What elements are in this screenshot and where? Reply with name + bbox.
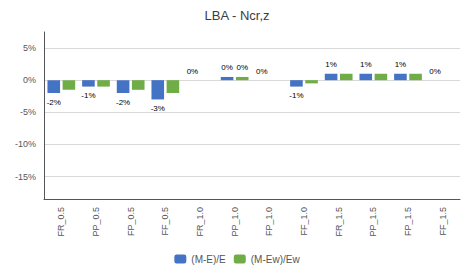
svg-text:-2%: -2% [116, 98, 130, 107]
svg-text:(M-Ew)/Ew: (M-Ew)/Ew [251, 254, 301, 265]
svg-text:1%: 1% [325, 60, 337, 69]
svg-text:(M-E)/E: (M-E)/E [191, 254, 226, 265]
svg-text:0%: 0% [187, 67, 199, 76]
svg-text:LBA - Ncr,z: LBA - Ncr,z [204, 8, 269, 23]
svg-text:FR_1.5: FR_1.5 [334, 207, 344, 237]
svg-text:-5%: -5% [20, 107, 36, 117]
svg-text:-2%: -2% [47, 98, 61, 107]
svg-text:-1%: -1% [289, 91, 303, 100]
svg-text:PP_1.0: PP_1.0 [230, 207, 240, 237]
svg-text:0%: 0% [236, 63, 248, 72]
svg-text:FP_0.5: FP_0.5 [126, 207, 136, 236]
svg-text:FF_1.0: FF_1.0 [299, 207, 309, 236]
svg-text:-10%: -10% [15, 139, 36, 149]
svg-text:0%: 0% [221, 63, 233, 72]
svg-text:0%: 0% [256, 67, 268, 76]
svg-text:0%: 0% [429, 67, 441, 76]
svg-text:PP_0.5: PP_0.5 [91, 207, 101, 237]
svg-text:1%: 1% [360, 60, 372, 69]
svg-text:1%: 1% [395, 60, 407, 69]
svg-text:-3%: -3% [151, 104, 165, 113]
svg-text:FR_0.5: FR_0.5 [56, 207, 66, 237]
svg-text:FF_1.5: FF_1.5 [438, 207, 448, 236]
svg-text:FR_1.0: FR_1.0 [195, 207, 205, 237]
svg-text:FP_1.5: FP_1.5 [403, 207, 413, 236]
svg-text:-15%: -15% [15, 172, 36, 182]
svg-text:FF_0.5: FF_0.5 [160, 207, 170, 236]
svg-text:FP_1.0: FP_1.0 [264, 207, 274, 236]
svg-text:0%: 0% [23, 75, 36, 85]
svg-text:PP_1.5: PP_1.5 [368, 207, 378, 237]
svg-text:-1%: -1% [81, 91, 95, 100]
svg-text:5%: 5% [23, 43, 36, 53]
